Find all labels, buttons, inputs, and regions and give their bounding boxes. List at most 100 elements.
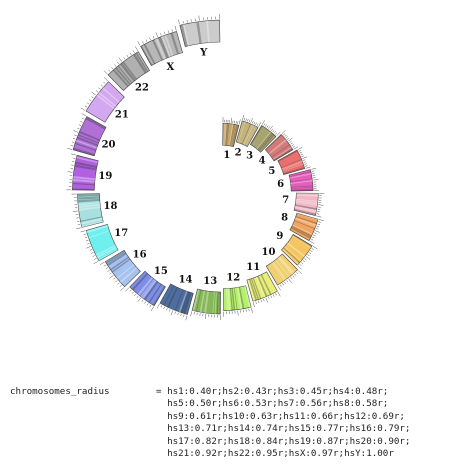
scale-tick <box>293 146 299 150</box>
chromosome-band <box>277 257 293 275</box>
chromosome-band <box>281 160 303 170</box>
chromosome-band <box>195 289 202 312</box>
scale-tick <box>304 163 307 165</box>
chromosome-band <box>72 175 96 181</box>
chromosome-label: 5 <box>268 166 275 177</box>
chromosome-band <box>250 125 263 145</box>
chromosome-scale-ticks <box>66 153 77 191</box>
scale-tick <box>145 39 148 42</box>
chromosome-scale-ticks <box>71 193 82 230</box>
chromosome-scale-ticks <box>103 46 139 75</box>
scale-tick <box>311 167 317 170</box>
chromosome-scale-ticks <box>67 113 87 150</box>
chromosome-label: 16 <box>133 250 147 261</box>
chromosome-bands-13 <box>192 289 221 315</box>
scale-tick <box>70 145 74 147</box>
scale-tick <box>86 102 90 105</box>
chromosome-band <box>196 21 202 44</box>
chromosome-band <box>256 131 272 150</box>
chromosome-band <box>78 206 101 211</box>
chromosome-band <box>245 126 256 146</box>
chromosome-band <box>281 248 299 265</box>
chromosome-scale-ticks <box>311 167 320 191</box>
chromosome-band <box>231 124 238 147</box>
chromosome-band <box>77 196 100 200</box>
scale-tick <box>316 225 320 228</box>
chromosome-band <box>192 289 200 311</box>
chromosome-band <box>247 279 256 301</box>
scale-tick <box>308 252 312 255</box>
scale-tick <box>299 151 303 154</box>
chromosome-band <box>78 130 100 142</box>
scale-tick <box>297 265 302 270</box>
chromosome-band <box>283 247 301 263</box>
scale-tick <box>71 153 77 156</box>
chromosome-band <box>76 156 99 164</box>
scale-tick <box>269 125 273 130</box>
scale-tick <box>67 147 73 150</box>
chromosome-scale-ticks <box>156 303 188 321</box>
scale-tick <box>142 41 144 44</box>
scale-tick <box>318 221 321 223</box>
scale-tick <box>268 296 270 300</box>
scale-tick <box>303 159 306 161</box>
chromosome-band <box>143 281 159 301</box>
chromosome-band <box>290 178 313 183</box>
chromosome-segment-10 <box>265 253 298 286</box>
chromosome-label: 9 <box>276 231 283 242</box>
scale-tick <box>91 96 94 99</box>
chromosome-band <box>236 287 243 310</box>
scale-tick <box>168 309 171 312</box>
scale-tick <box>87 243 90 245</box>
chromosome-scale-ticks <box>281 130 299 150</box>
chromosome-band <box>232 124 239 147</box>
scale-tick <box>100 84 103 87</box>
chromosome-band <box>291 187 314 189</box>
chromosome-band <box>272 146 292 160</box>
chromosome-segment-11 <box>246 271 278 302</box>
chromosome-band <box>98 249 119 261</box>
scale-tick <box>273 131 276 134</box>
scale-tick <box>251 307 253 313</box>
scale-tick <box>270 295 273 299</box>
scale-tick <box>312 246 318 250</box>
chromosome-label: 15 <box>154 266 168 277</box>
chromosome-band <box>257 275 268 297</box>
chromosome-band <box>137 277 154 296</box>
chromosome-band <box>106 252 127 267</box>
scale-tick <box>263 123 266 126</box>
chromosome-band <box>77 198 100 203</box>
chromosome-segment-4 <box>264 134 294 162</box>
scale-tick <box>134 293 137 297</box>
chromosome-band <box>258 133 274 151</box>
scale-tick <box>313 179 319 181</box>
parameter-value-line: hs21:0.92r;hs22:0.95r;hsX:0.97r;hsY:1.00… <box>156 448 394 460</box>
scale-tick <box>132 50 135 53</box>
scale-tick <box>238 119 241 125</box>
scale-tick <box>193 311 195 315</box>
chromosome-band <box>223 123 225 146</box>
scale-tick <box>94 258 97 260</box>
scale-tick <box>299 263 302 266</box>
chromosome-label: 21 <box>115 110 129 121</box>
chromosome-band <box>294 207 317 213</box>
chromosome-segment-2 <box>235 120 259 148</box>
scale-tick <box>284 134 287 137</box>
scale-tick <box>160 33 162 36</box>
chromosome-bands-15 <box>131 272 166 306</box>
chromosome-label: 8 <box>281 212 288 223</box>
chromosome-band <box>292 235 312 249</box>
chromosome-scale-ticks <box>137 25 177 46</box>
chromosome-band <box>291 225 312 237</box>
scale-tick <box>182 20 184 24</box>
scale-tick <box>160 305 163 308</box>
chromosome-band <box>296 194 319 197</box>
scale-tick <box>302 260 305 263</box>
chromosome-label: 7 <box>282 195 289 206</box>
chromosome-label: 11 <box>246 262 260 273</box>
chromosome-label: 19 <box>98 171 112 182</box>
chromosome-band <box>230 124 236 147</box>
chromosome-bands-Y <box>179 20 210 47</box>
chromosome-band <box>278 256 295 274</box>
chromosome-band <box>229 124 235 146</box>
